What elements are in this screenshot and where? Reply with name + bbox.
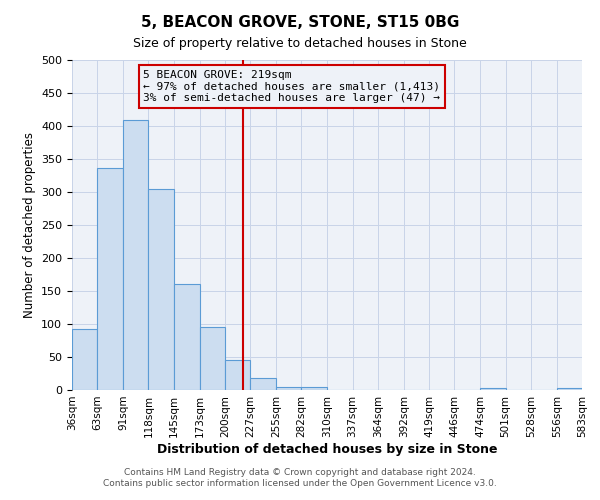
Bar [481,388,506,390]
Bar [148,190,173,390]
Bar [97,168,123,390]
Text: Contains HM Land Registry data © Crown copyright and database right 2024.
Contai: Contains HM Land Registry data © Crown c… [103,468,497,487]
Bar [123,120,148,390]
Bar [250,378,276,390]
Bar [225,360,250,390]
Bar [200,328,225,390]
Bar [276,386,301,390]
Text: 5, BEACON GROVE, STONE, ST15 0BG: 5, BEACON GROVE, STONE, ST15 0BG [141,15,459,30]
Bar [173,284,200,390]
Bar [557,388,582,390]
Bar [72,328,97,390]
Bar [301,386,328,390]
Text: Size of property relative to detached houses in Stone: Size of property relative to detached ho… [133,38,467,51]
Text: 5 BEACON GROVE: 219sqm
← 97% of detached houses are smaller (1,413)
3% of semi-d: 5 BEACON GROVE: 219sqm ← 97% of detached… [143,70,440,103]
Y-axis label: Number of detached properties: Number of detached properties [23,132,35,318]
X-axis label: Distribution of detached houses by size in Stone: Distribution of detached houses by size … [157,442,497,456]
